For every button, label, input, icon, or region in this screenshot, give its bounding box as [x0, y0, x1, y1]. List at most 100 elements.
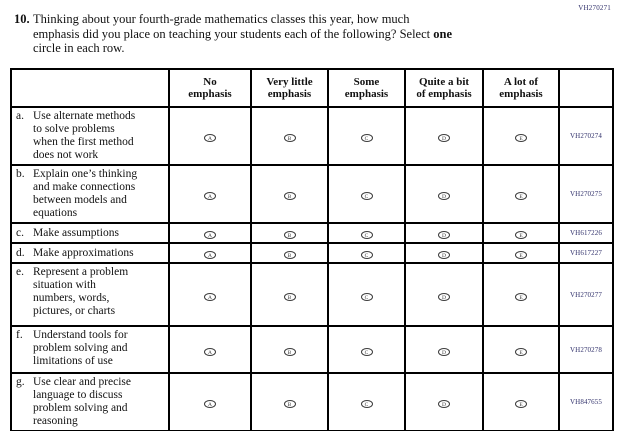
option-cell: A [168, 222, 252, 244]
row-code: VH617227 [558, 242, 614, 264]
option-cell: E [482, 325, 560, 374]
option-cell: E [482, 372, 560, 431]
table-row-a: a. Use alternate methods to solve problem… [10, 106, 614, 166]
answer-oval-e[interactable]: E [515, 134, 527, 142]
answer-oval-a[interactable]: A [204, 251, 216, 259]
option-cell: A [168, 164, 252, 224]
option-cell: B [250, 106, 329, 166]
option-cell: D [404, 222, 484, 244]
option-cell: D [404, 325, 484, 374]
row-label: a. Use alternate methods to solve problem… [10, 106, 170, 166]
option-cell: C [327, 372, 406, 431]
answer-oval-e[interactable]: E [515, 347, 527, 356]
option-cell: C [327, 325, 406, 374]
option-cell: C [327, 106, 406, 166]
table-row-c: c. Make assumptions A B C D E VH617226 [10, 222, 614, 244]
column-header-no-emphasis: No emphasis [168, 68, 252, 108]
answer-oval-a[interactable]: A [204, 134, 216, 142]
emphasis-matrix-table: No emphasis Very little emphasis Some em… [10, 68, 614, 431]
answer-oval-a[interactable]: A [204, 400, 216, 408]
page-code: VH270271 [578, 4, 611, 12]
answer-oval-c[interactable]: C [360, 347, 373, 356]
answer-oval-b[interactable]: B [283, 347, 296, 356]
option-cell: D [404, 242, 484, 264]
column-header-a-lot-of-emphasis: A lot of emphasis [482, 68, 560, 108]
option-cell: B [250, 242, 329, 264]
answer-oval-b[interactable]: B [283, 231, 296, 239]
option-cell: D [404, 372, 484, 431]
answer-oval-c[interactable]: C [360, 134, 373, 142]
column-header-very-little-emphasis: Very little emphasis [250, 68, 329, 108]
option-cell: B [250, 372, 329, 431]
question-line-1: Thinking about your fourth-grade mathema… [33, 12, 410, 26]
table-row-b: b. Explain one’s thinking and make connec… [10, 164, 614, 224]
answer-oval-e[interactable]: E [515, 231, 527, 239]
answer-oval-d[interactable]: D [438, 347, 450, 356]
answer-oval-a[interactable]: A [204, 192, 216, 200]
answer-oval-d[interactable]: D [438, 251, 450, 259]
option-cell: C [327, 242, 406, 264]
answer-oval-b[interactable]: B [283, 400, 296, 408]
table-row-f: f. Understand tools for problem solving a… [10, 325, 614, 374]
answer-oval-e[interactable]: E [515, 400, 527, 408]
row-code: VH270278 [558, 325, 614, 374]
question-number: 10. [14, 12, 30, 26]
answer-oval-b[interactable]: B [283, 251, 296, 259]
option-cell: B [250, 164, 329, 224]
option-cell: B [250, 222, 329, 244]
question-line-3: circle in each row. [33, 41, 125, 55]
row-label: f. Understand tools for problem solving a… [10, 325, 170, 374]
option-cell: C [327, 164, 406, 224]
option-cell: B [250, 325, 329, 374]
answer-oval-e[interactable]: E [515, 292, 527, 301]
row-code: VH270274 [558, 106, 614, 166]
bold-word: one [433, 26, 452, 41]
answer-oval-d[interactable]: D [438, 292, 450, 301]
row-label: d. Make approximations [10, 242, 170, 264]
row-label: e. Represent a problem situation with num… [10, 262, 170, 327]
table-row-g: g. Use clear and precise language to disc… [10, 372, 614, 431]
row-label: b. Explain one’s thinking and make connec… [10, 164, 170, 224]
column-header-quite-a-bit-of-emphasis: Quite a bit of emphasis [404, 68, 484, 108]
header-row: No emphasis Very little emphasis Some em… [10, 68, 614, 108]
option-cell: C [327, 222, 406, 244]
option-cell: E [482, 222, 560, 244]
answer-oval-e[interactable]: E [515, 251, 527, 259]
answer-oval-c[interactable]: C [360, 251, 373, 259]
answer-oval-a[interactable]: A [204, 231, 216, 239]
answer-oval-c[interactable]: C [360, 400, 373, 408]
answer-oval-b[interactable]: B [283, 292, 296, 301]
answer-oval-c[interactable]: C [360, 292, 373, 301]
answer-oval-d[interactable]: D [438, 231, 450, 239]
answer-oval-b[interactable]: B [283, 192, 296, 200]
answer-oval-e[interactable]: E [515, 192, 527, 200]
answer-oval-c[interactable]: C [360, 192, 373, 200]
option-cell: D [404, 164, 484, 224]
row-label: c. Make assumptions [10, 222, 170, 244]
option-cell: E [482, 242, 560, 264]
option-cell: E [482, 262, 560, 327]
answer-oval-b[interactable]: B [283, 134, 296, 142]
answer-oval-d[interactable]: D [438, 192, 450, 200]
row-code: VH847655 [558, 372, 614, 431]
option-cell: A [168, 262, 252, 327]
option-cell: D [404, 106, 484, 166]
answer-oval-d[interactable]: D [438, 134, 450, 142]
answer-oval-c[interactable]: C [360, 231, 373, 239]
answer-oval-a[interactable]: A [204, 347, 216, 356]
option-cell: C [327, 262, 406, 327]
option-cell: A [168, 372, 252, 431]
column-header-some-emphasis: Some emphasis [327, 68, 406, 108]
answer-oval-a[interactable]: A [204, 292, 216, 301]
answer-oval-d[interactable]: D [438, 400, 450, 408]
row-code: VH270277 [558, 262, 614, 327]
row-code: VH270275 [558, 164, 614, 224]
header-empty-label-cell [10, 68, 170, 108]
option-cell: A [168, 106, 252, 166]
option-cell: E [482, 106, 560, 166]
option-cell: A [168, 325, 252, 374]
question-text: Thinking about your fourth-grade mathema… [33, 12, 452, 56]
option-cell: A [168, 242, 252, 264]
option-cell: D [404, 262, 484, 327]
